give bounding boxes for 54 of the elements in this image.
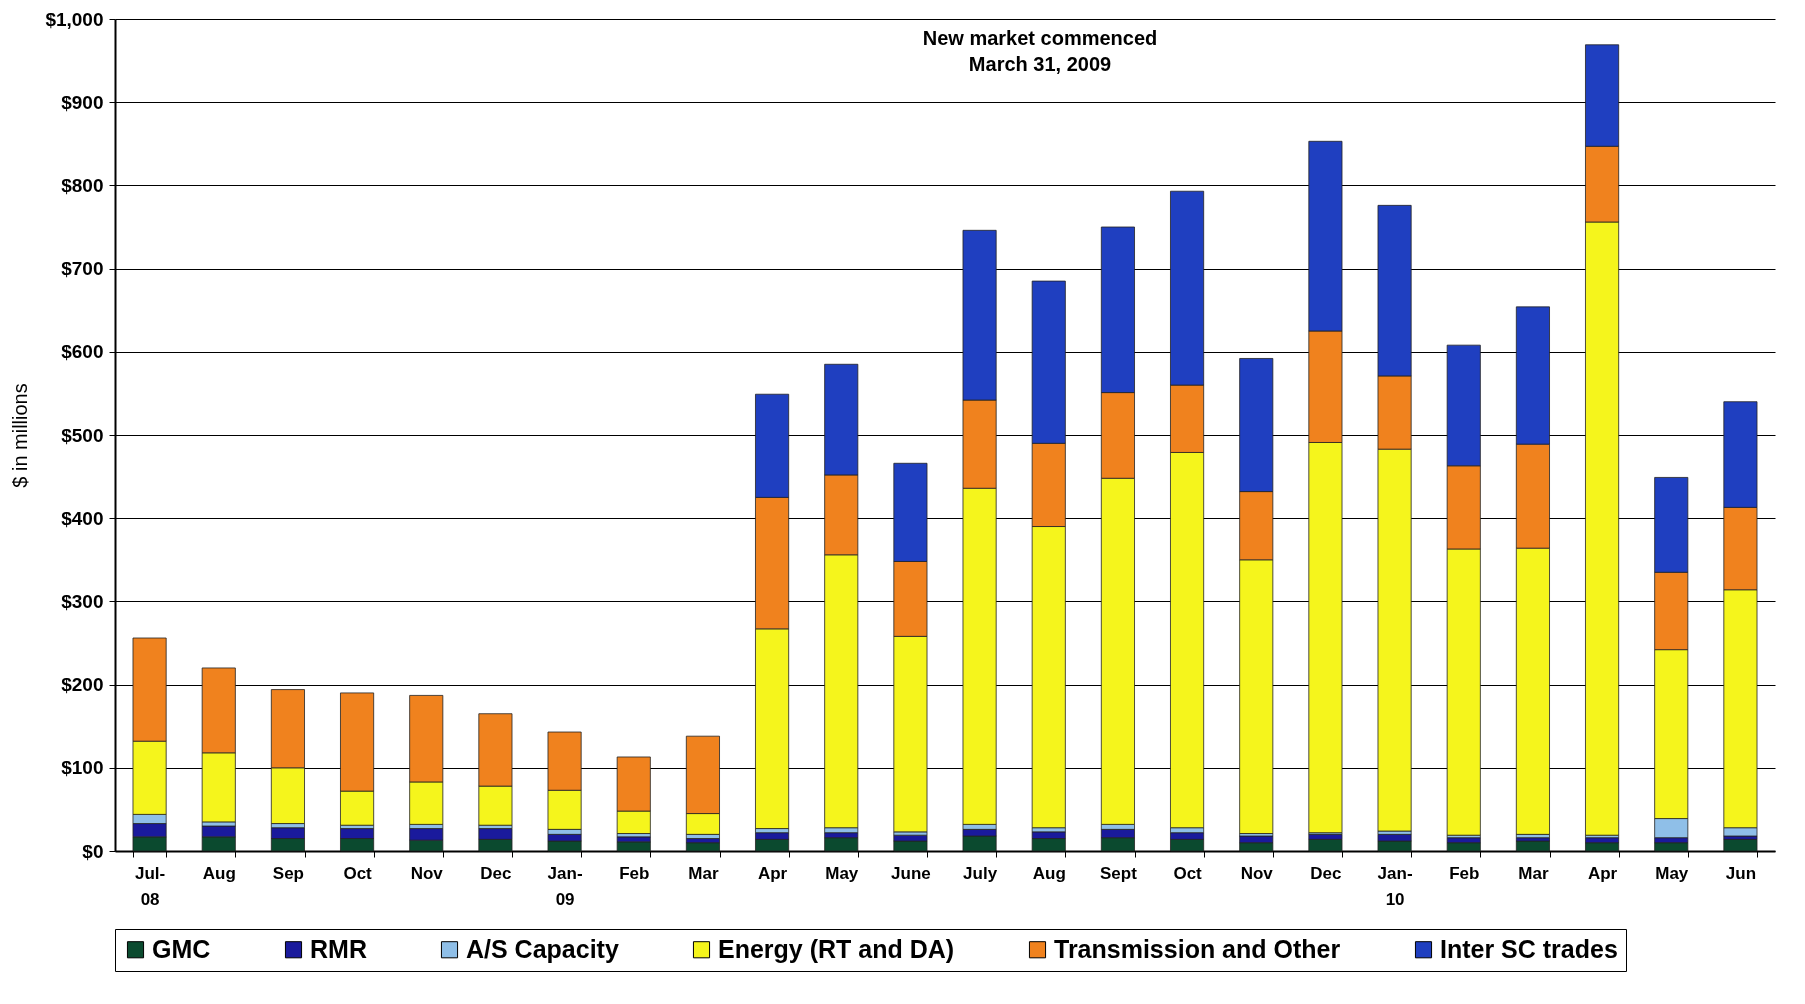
annotation: March 31, 2009 — [968, 53, 1112, 75]
x-tick-label: Dec — [1310, 863, 1342, 883]
legend-label: Energy (RT and DA) — [718, 934, 955, 963]
y-tick-label: $700 — [61, 258, 104, 280]
bar — [1308, 838, 1343, 852]
bar — [1654, 842, 1689, 852]
bar — [1723, 838, 1758, 852]
x-tick-label: Oct — [343, 863, 373, 883]
x-tick-label: Apr — [1587, 863, 1618, 883]
bar — [1585, 842, 1620, 852]
legend-label: Transmission and Other — [1054, 934, 1341, 963]
y-tick-label: $200 — [61, 674, 104, 696]
x-tick-label: Feb — [1449, 863, 1480, 883]
x-tick-label: Jan-09 — [547, 863, 583, 909]
y-tick-label: $1,000 — [45, 8, 104, 30]
x-tick-label: Feb — [619, 863, 650, 883]
x-tick-label: Jan-10 — [1377, 863, 1413, 909]
legend-label: A/S Capacity — [466, 934, 619, 963]
x-tick-label: Nov — [1240, 863, 1274, 883]
x-tick-label: May — [1655, 863, 1689, 883]
y-tick-label: $600 — [61, 341, 104, 363]
x-tick-label: Sep — [272, 863, 305, 883]
x-tick-label: Sept — [1099, 863, 1138, 883]
y-tick-label: $400 — [61, 507, 104, 529]
annotation: New market commenced — [922, 27, 1158, 49]
y-tick-label: $900 — [61, 91, 104, 113]
y-tick-label: $800 — [61, 174, 104, 196]
y-tick-label: $500 — [61, 424, 104, 446]
x-tick-label: Jun — [1725, 863, 1757, 883]
x-tick-label: Oct — [1173, 863, 1203, 883]
x-tick-label: Mar — [1518, 863, 1549, 883]
legend-label: GMC — [152, 934, 211, 963]
x-tick-label: Mar — [688, 863, 719, 883]
x-tick-label: Nov — [410, 863, 444, 883]
x-tick-label: May — [825, 863, 859, 883]
bar — [1446, 842, 1481, 852]
bar — [893, 840, 928, 852]
x-tick-label: Aug — [202, 863, 236, 883]
bar — [824, 837, 859, 852]
x-tick-label: Jul-08 — [134, 863, 166, 909]
y-axis-title: $ in millions — [9, 383, 32, 488]
x-tick-label: Dec — [480, 863, 512, 883]
legend-label: RMR — [310, 934, 367, 963]
y-tick-label: $300 — [61, 590, 104, 612]
y-tick-label: $0 — [82, 840, 104, 862]
legend-label: Inter SC trades — [1440, 934, 1618, 963]
bar — [1515, 840, 1550, 852]
x-tick-label: June — [891, 863, 931, 883]
bar — [685, 842, 720, 852]
x-tick-label: Apr — [757, 863, 788, 883]
y-tick-label: $100 — [61, 757, 104, 779]
bar — [616, 841, 651, 852]
x-tick-label: July — [963, 863, 998, 883]
x-tick-label: Aug — [1032, 863, 1066, 883]
